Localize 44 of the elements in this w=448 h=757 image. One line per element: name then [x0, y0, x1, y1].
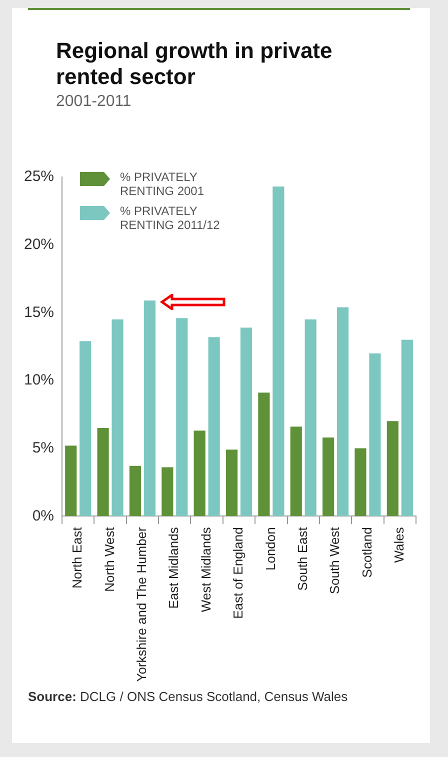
y-tick-label: 0% — [32, 507, 54, 524]
bar — [337, 307, 349, 516]
y-tick-label: 15% — [24, 304, 54, 321]
x-tick-label: South East — [294, 526, 310, 591]
x-tick-label: Scotland — [359, 527, 374, 578]
bar — [240, 328, 252, 516]
bar — [162, 467, 174, 516]
bar — [129, 466, 142, 516]
x-tick-label: Yorkshire and The Humber — [134, 526, 150, 682]
y-tick-label: 5% — [32, 439, 54, 456]
bar — [290, 426, 302, 516]
bar — [144, 300, 156, 516]
x-tick-label: West Midlands — [198, 526, 214, 612]
bar — [322, 437, 334, 516]
y-tick-label: 10% — [24, 372, 54, 389]
bar — [272, 186, 284, 516]
bar — [401, 340, 413, 516]
y-tick-label: 20% — [24, 236, 54, 253]
bar — [386, 421, 398, 516]
legend-label: % PRIVATELY RENTING 2001 — [120, 170, 206, 198]
y-tick-label: 25% — [24, 168, 54, 186]
bar — [208, 337, 220, 516]
x-tick-label: North East — [70, 526, 85, 589]
bar — [258, 392, 270, 516]
bar — [65, 446, 77, 516]
legend-label: % PRIVATELY RENTING 2011/12 — [120, 204, 221, 232]
chart-subtitle: 2001-2011 — [56, 93, 132, 111]
x-tick-label: East Midlands — [166, 526, 182, 609]
x-tick-label: North West — [102, 526, 117, 592]
chart-title: Regional growth in private rented sector — [56, 38, 334, 90]
bar — [226, 450, 238, 516]
bar — [369, 353, 381, 516]
bar — [304, 319, 316, 516]
x-tick-label: East of England — [230, 527, 246, 619]
bar — [97, 428, 109, 516]
x-tick-label: South West — [327, 526, 342, 594]
bar — [354, 448, 366, 516]
bar — [176, 318, 188, 516]
source-note: Source: DCLG / ONS Census Scotland, Census Wales — [28, 688, 349, 705]
bar — [112, 319, 124, 516]
bar — [194, 430, 206, 516]
x-tick-label: Wales — [391, 526, 406, 563]
x-tick-label: London — [262, 527, 278, 571]
bar — [80, 341, 92, 516]
